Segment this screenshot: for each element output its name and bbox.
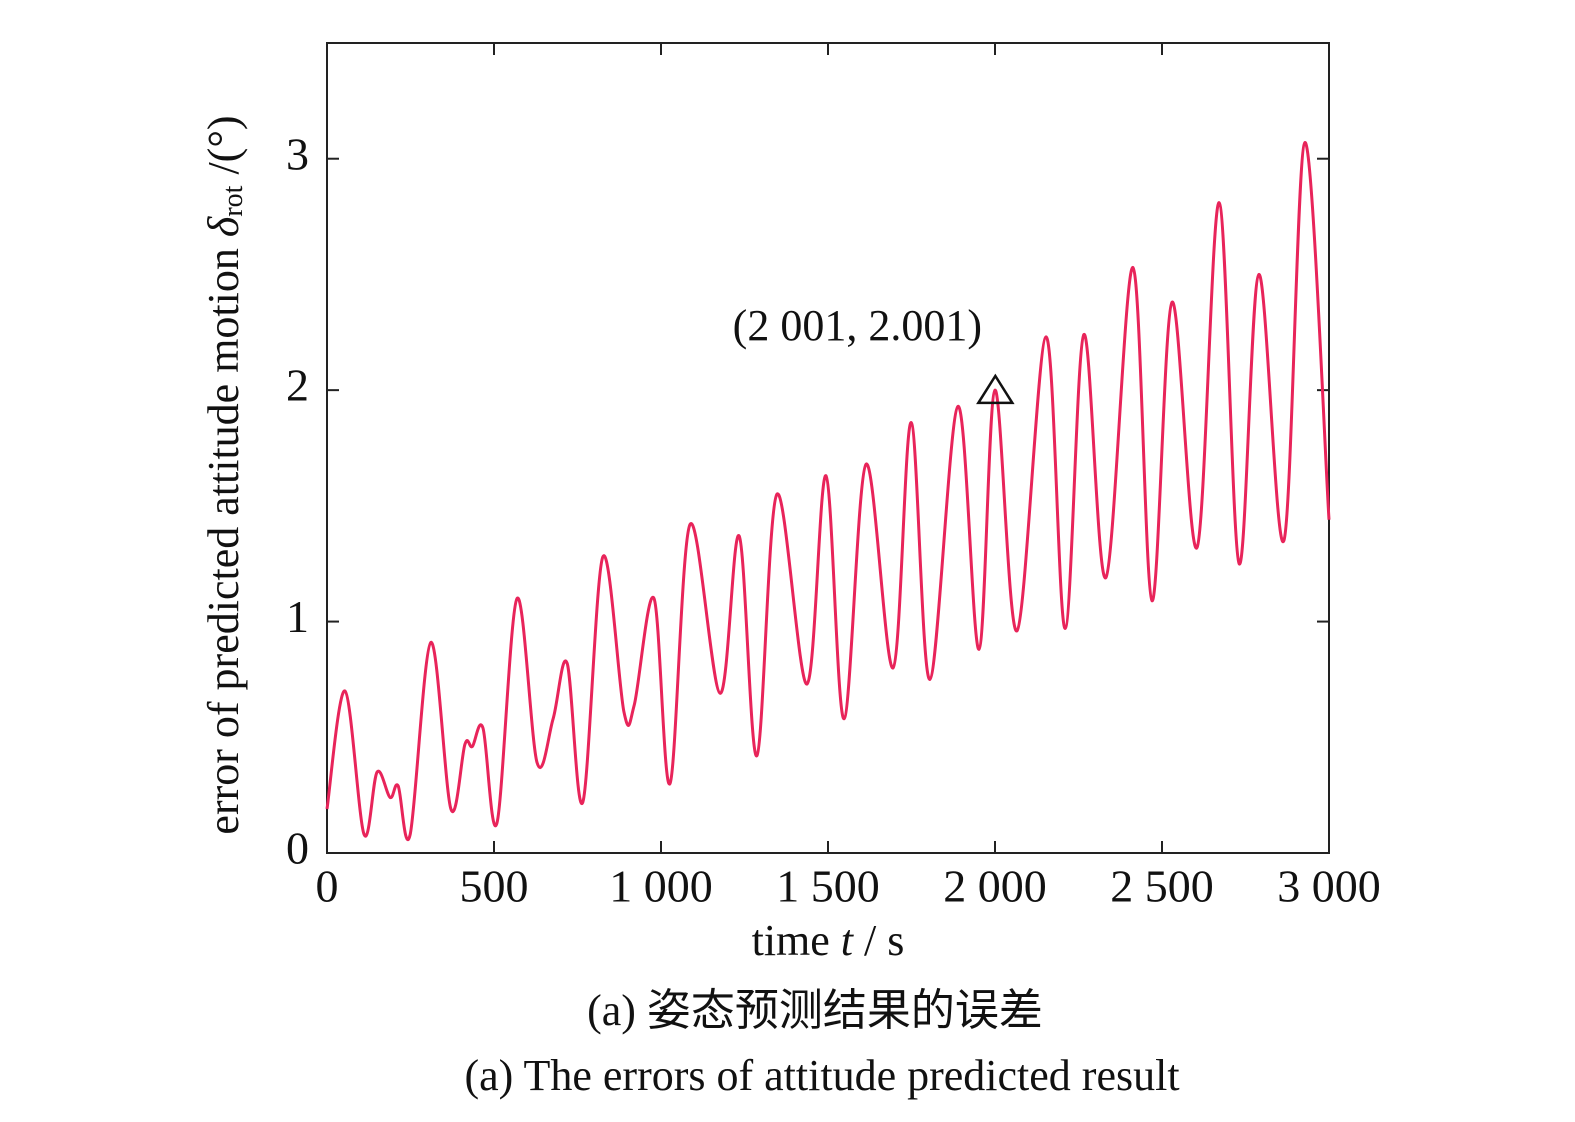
x-label-unit: / s [853,916,904,965]
x-tick-label: 500 [460,861,529,912]
annotation-text: (2 001, 2.001) [733,301,982,350]
annotation-marker [976,373,1015,405]
x-tick-label: 1 500 [776,861,880,912]
x-label-var: t [841,916,855,965]
caption: (a) 姿态预测结果的误差 [587,986,1043,1035]
x-tick-label: 1 000 [609,861,713,912]
caption: (a) The errors of attitude predicted res… [464,1051,1179,1100]
x-tick-label: 2 500 [1110,861,1214,912]
y-label-unit: /(°) [199,115,248,185]
y-label-sub: rot [218,185,249,216]
x-tick-label: 2 000 [943,861,1047,912]
data-line [325,141,1331,841]
y-tick-label: 2 [286,360,309,411]
y-tick-label: 1 [286,591,309,642]
y-label-var: δ [199,215,248,237]
x-axis-label: time t / s [752,916,905,965]
x-tick-label: 0 [316,861,339,912]
y-label-text: error of predicted attitude motion [199,237,248,834]
y-tick-label: 0 [286,823,309,874]
x-tick-label: 3 000 [1277,861,1381,912]
x-label-text: time [752,916,841,965]
y-tick-label: 3 [286,128,309,179]
y-axis-label: error of predicted attitude motion δrot … [199,115,249,834]
